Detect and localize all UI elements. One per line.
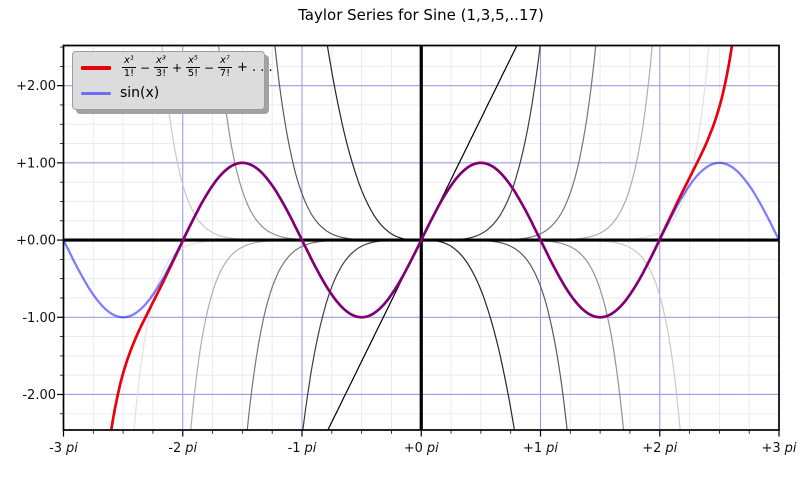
x-tick-label-6: +3 pi xyxy=(761,441,796,456)
taylor-line-sample xyxy=(81,65,111,70)
sin-label: sin(x) xyxy=(120,85,160,102)
y-tick-label-2: +0.00 xyxy=(16,234,56,249)
taylor-series-formula: x¹ 1! − x³ 3! + x⁵ 5! − x⁷ 7! + . . . xyxy=(122,54,273,80)
fraction-term-5: x⁵ 5! xyxy=(186,54,200,80)
legend-item-taylor: x¹ 1! − x³ 3! + x⁵ 5! − x⁷ 7! + . . . xyxy=(81,55,273,81)
x-tick-label-3: +0 pi xyxy=(404,441,439,456)
sin-line-sample xyxy=(81,91,111,95)
x-tick-label-2: -1 pi xyxy=(288,441,317,456)
legend-item-sin: sin(x) xyxy=(81,81,256,107)
y-tick-label-0: +2.00 xyxy=(16,79,56,94)
x-tick-label-5: +2 pi xyxy=(642,441,677,456)
y-tick-label-4: -2.00 xyxy=(22,388,56,403)
y-tick-label-3: -1.00 xyxy=(22,311,56,326)
x-tick-label-0: -3 pi xyxy=(49,441,78,456)
legend: x¹ 1! − x³ 3! + x⁵ 5! − x⁷ 7! + . . . sin(x) xyxy=(72,51,273,110)
sin-curve xyxy=(63,161,779,319)
fraction-term-1: x¹ 1! xyxy=(122,54,136,80)
x-tick-label-4: +1 pi xyxy=(523,441,558,456)
fraction-term-7: x⁷ 7! xyxy=(218,54,232,80)
y-tick-label-1: +1.00 xyxy=(16,156,56,171)
chart-title: Taylor Series for Sine (1,3,5,..17) xyxy=(298,6,544,24)
x-tick-label-1: -2 pi xyxy=(168,441,197,456)
fraction-term-3: x³ 3! xyxy=(154,54,168,80)
